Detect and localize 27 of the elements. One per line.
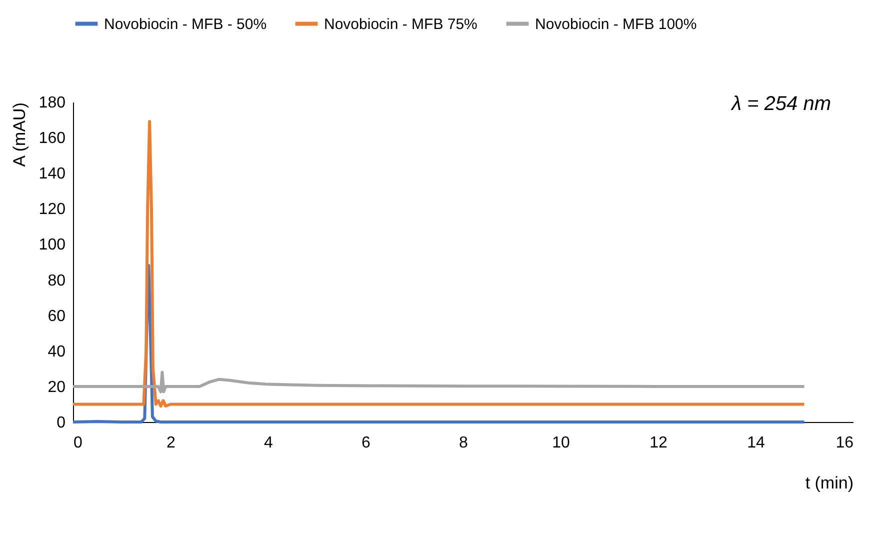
y-tick-label: 160 bbox=[38, 130, 66, 148]
x-tick-label: 4 bbox=[264, 434, 274, 452]
y-tick-label: 120 bbox=[38, 201, 66, 218]
y-tick-label: 180 bbox=[38, 94, 66, 112]
x-tick-label: 14 bbox=[747, 434, 765, 452]
x-axis-title: t (min) bbox=[805, 474, 854, 492]
y-tick-label: 100 bbox=[38, 236, 66, 254]
y-tick-label: 140 bbox=[38, 166, 66, 183]
y-tick-label: 20 bbox=[48, 378, 66, 396]
x-tick-label: 2 bbox=[166, 434, 176, 452]
y-axis-title: A (mAU) bbox=[10, 102, 29, 167]
legend-label: Novobiocin - MFB 100% bbox=[535, 16, 697, 33]
annotation: λ = 254 nm bbox=[730, 93, 831, 115]
x-tick-label: 16 bbox=[836, 434, 854, 452]
x-tick-label: 6 bbox=[362, 434, 371, 452]
y-tick-label: 60 bbox=[48, 308, 66, 325]
y-tick-label: 80 bbox=[48, 272, 66, 290]
line-series bbox=[72, 120, 806, 408]
x-tick-label: 8 bbox=[459, 434, 468, 452]
x-tick-label: 0 bbox=[74, 434, 82, 452]
y-tick-label: 0 bbox=[56, 414, 66, 432]
x-tick-label: 10 bbox=[552, 434, 570, 452]
line-series bbox=[72, 370, 806, 394]
legend-label: Novobiocin - MFB 75% bbox=[324, 16, 478, 33]
x-tick-label: 12 bbox=[650, 434, 668, 452]
legend-label: Novobiocin - MFB - 50% bbox=[104, 16, 267, 33]
y-tick-label: 40 bbox=[48, 343, 66, 360]
